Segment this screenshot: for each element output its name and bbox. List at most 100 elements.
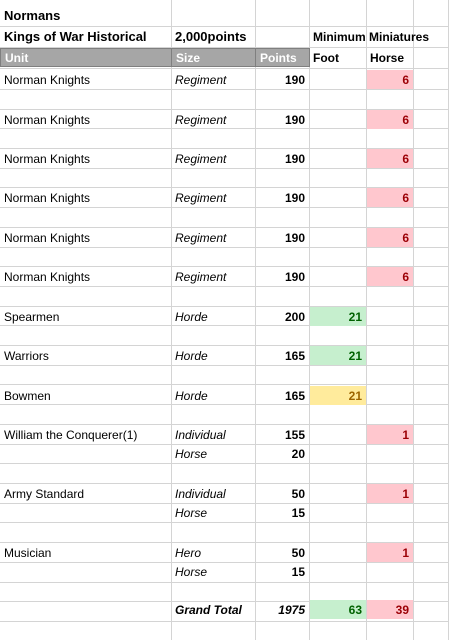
grid-line [0,503,449,504]
foot-cell[interactable]: 21 [310,386,366,405]
grid-line [0,621,449,622]
unit-cell[interactable]: Norman Knights [4,269,91,284]
points-cell[interactable]: 190 [284,72,305,87]
foot-cell[interactable]: 21 [310,307,366,326]
size-cell[interactable]: Horde [175,309,208,324]
sheet-subtitle[interactable]: Kings of War Historical [4,29,147,44]
unit-cell[interactable]: Army Standard [4,486,85,501]
grand-total-horse[interactable]: 39 [367,600,413,619]
unit-cell[interactable]: Warriors [4,348,49,363]
foot-cell[interactable]: 21 [310,346,366,365]
grid-line [309,0,310,640]
grid-line [413,0,414,640]
horse-cell[interactable]: 1 [367,484,413,503]
points-cell[interactable]: 50 [291,486,305,501]
grid-line [0,47,449,48]
sheet-title[interactable]: Normans [4,8,61,23]
unit-cell[interactable] [0,503,171,522]
grid-line [0,365,449,366]
horse-cell[interactable]: 6 [367,110,413,129]
points-cell[interactable]: 190 [284,230,305,245]
size-cell[interactable]: Regiment [175,112,227,127]
minimum-miniatures-header[interactable]: Minimum Miniatures [313,29,430,44]
unit-cell[interactable]: Norman Knights [4,190,91,205]
horse-cell[interactable]: 1 [367,543,413,562]
unit-cell[interactable] [0,444,171,463]
grid-line [0,26,449,27]
points-cell[interactable]: 190 [284,190,305,205]
grid-line [0,345,449,346]
size-cell[interactable]: Regiment [175,72,227,87]
horse-cell[interactable]: 6 [367,149,413,168]
size-cell[interactable]: Regiment [175,230,227,245]
grid-line [0,89,449,90]
grid-line [0,601,449,602]
grand-total-points[interactable]: 1975 [278,602,305,617]
grid-line [0,306,449,307]
points-cell[interactable]: 50 [291,545,305,560]
points-cell[interactable]: 165 [284,388,305,403]
size-cell[interactable]: Horse [175,505,208,520]
horse-cell[interactable]: 6 [367,70,413,89]
unit-cell[interactable]: Norman Knights [4,151,91,166]
points-cell[interactable]: 155 [284,427,305,442]
points-cell[interactable]: 190 [284,269,305,284]
grid-line [0,128,449,129]
size-cell[interactable]: Individual [175,427,226,442]
grid-line [0,483,449,484]
size-cell[interactable]: Horde [175,348,208,363]
unit-cell[interactable]: Bowmen [4,388,51,403]
grid-line [0,68,449,69]
grid-line [0,247,449,248]
grid-line [0,109,449,110]
horse-cell[interactable]: 6 [367,188,413,207]
size-cell[interactable]: Horde [175,388,208,403]
grid-line [0,582,449,583]
points-cell[interactable]: 20 [291,446,305,461]
size-cell[interactable]: Individual [175,486,226,501]
grid-line [255,0,256,640]
col-header-unit[interactable]: Unit [0,48,172,67]
grand-total-label[interactable]: Grand Total [175,602,242,617]
unit-cell[interactable] [0,562,171,581]
col-header-size[interactable]: Size [171,48,256,67]
points-cell[interactable]: 15 [291,564,305,579]
grid-line [0,266,449,267]
grid-line [0,286,449,287]
grid-line [0,542,449,543]
col-header-foot[interactable]: Foot [313,50,339,65]
unit-cell[interactable]: Norman Knights [4,112,91,127]
unit-cell[interactable]: Norman Knights [4,230,91,245]
col-header-horse[interactable]: Horse [370,50,405,65]
grid-line [0,227,449,228]
grand-total-foot[interactable]: 63 [310,600,366,619]
size-cell[interactable]: Hero [175,545,202,560]
unit-cell[interactable]: Spearmen [4,309,60,324]
grid-line [0,325,449,326]
unit-cell[interactable]: Musician [4,545,52,560]
points-limit[interactable]: 2,000points [175,29,247,44]
horse-cell[interactable]: 6 [367,267,413,286]
points-cell[interactable]: 15 [291,505,305,520]
horse-cell[interactable]: 1 [367,425,413,444]
unit-cell[interactable]: William the Conquerer(1) [4,427,138,442]
grid-line [0,187,449,188]
grid-line [0,148,449,149]
size-cell[interactable]: Horse [175,446,208,461]
unit-cell[interactable]: Norman Knights [4,72,91,87]
size-cell[interactable]: Regiment [175,269,227,284]
col-header-points[interactable]: Points [255,48,310,67]
points-cell[interactable]: 200 [284,309,305,324]
grid-line [0,463,449,464]
grid-line [0,168,449,169]
points-cell[interactable]: 165 [284,348,305,363]
size-cell[interactable]: Horse [175,564,208,579]
horse-cell[interactable]: 6 [367,228,413,247]
size-cell[interactable]: Regiment [175,190,227,205]
grid-line [0,384,449,385]
size-cell[interactable]: Regiment [175,151,227,166]
grid-line [0,404,449,405]
points-cell[interactable]: 190 [284,112,305,127]
points-cell[interactable]: 190 [284,151,305,166]
grid-line [0,562,449,563]
